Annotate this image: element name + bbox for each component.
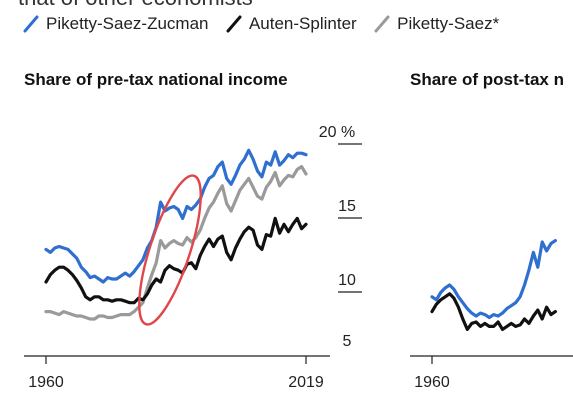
y-tick-label: 5 <box>343 333 352 350</box>
x-tick-label: 1960 <box>414 374 450 391</box>
legend-label: Piketty-Saez-Zucman <box>46 14 209 33</box>
x-tick-label: 2019 <box>288 374 324 391</box>
series-line-pikettysaezzucman <box>44 148 308 284</box>
legend-item-pikettysaez: Piketty-Saez* <box>373 14 499 34</box>
chart-title-pretax: Share of pre-tax national income <box>24 70 288 89</box>
series-line-autensplinter <box>430 292 558 331</box>
y-tick-label: 10 <box>338 272 356 289</box>
series-line-pikettysaezzucman <box>430 239 558 320</box>
legend: Piketty-Saez-Zucman Auten-Splinter Piket… <box>22 14 511 40</box>
legend-item-autensplinter: Auten-Splinter <box>225 14 357 34</box>
series-line-pikettysaez <box>44 165 308 321</box>
annotation-ellipse <box>138 174 202 326</box>
clipped-heading: that of other economists <box>18 0 253 11</box>
y-tick-label: 15 <box>338 198 356 215</box>
series-line-autensplinter <box>44 216 308 305</box>
slash-icon <box>226 15 242 33</box>
y-tick-label: 20 % <box>319 124 355 141</box>
legend-label: Piketty-Saez* <box>397 14 500 33</box>
slash-icon <box>374 15 390 33</box>
chart-title-posttax: Share of post-tax n <box>410 70 564 89</box>
x-tick-label: 1960 <box>28 374 64 391</box>
legend-item-pikettysaezzucman: Piketty-Saez-Zucman <box>22 14 209 34</box>
legend-label: Auten-Splinter <box>248 14 357 33</box>
slash-icon <box>23 15 39 33</box>
